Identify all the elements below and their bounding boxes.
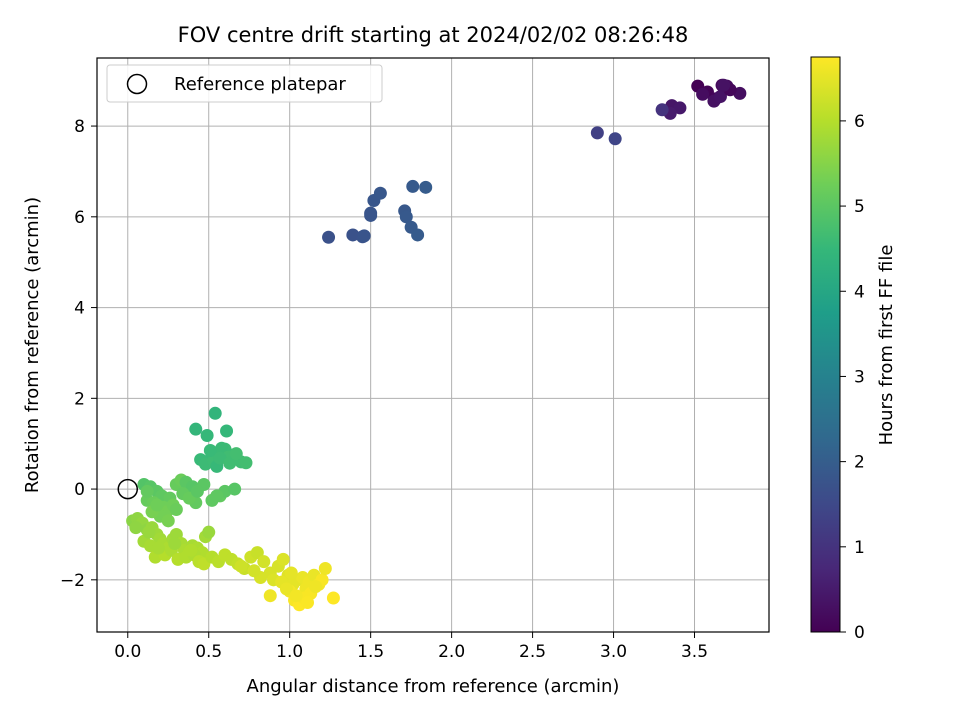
data-point [373,186,387,200]
data-point [169,502,183,516]
colorbar-tick-label: 1 [854,538,865,558]
x-tick-label: 2.5 [519,642,546,662]
data-point [411,228,425,242]
data-point [326,591,340,605]
data-point [318,561,332,575]
data-point [696,87,710,101]
y-tick-label: 8 [74,117,85,137]
data-point [202,525,216,539]
data-point [228,482,242,496]
colorbar-tick-label: 2 [854,453,865,473]
chart-title: FOV centre drift starting at 2024/02/02 … [178,23,689,47]
x-tick-label: 0.0 [114,642,141,662]
reference-platepar-marker [117,478,139,500]
x-tick-label: 2.0 [438,642,465,662]
data-point [419,180,433,194]
data-point [234,559,248,573]
data-point [276,552,290,566]
legend-box [106,64,383,103]
data-point [399,210,413,224]
data-point [210,489,224,503]
axis-ticks: 0.0 0.5 1.0 1.5 2.0 2.5 3.0 3.5 −2 0 2 4 6 8 [60,117,708,662]
data-point [250,546,264,560]
data-point [161,514,175,528]
grid-lines [97,58,769,632]
y-axis-label: Rotation from reference (arcmin) [22,197,43,493]
colorbar: 0 1 2 3 4 5 6 Hours from first FF file [810,56,897,643]
data-point [189,422,203,436]
data-point [247,564,261,578]
legend-marker-reference [126,73,148,95]
data-point [289,589,303,603]
data-point [406,179,420,193]
colorbar-ticks: 0 1 2 3 4 5 6 [840,112,865,643]
y-tick-label: 0 [74,480,85,500]
data-point [152,541,166,555]
colorbar-tick-label: 3 [854,367,865,387]
x-tick-label: 0.5 [195,642,222,662]
data-point [223,456,237,470]
colorbar-label: Hours from first FF file [876,245,897,446]
data-point [220,424,234,438]
data-point [215,441,229,455]
data-point [590,126,604,140]
data-point [257,555,271,569]
data-point [203,443,217,457]
data-point [608,132,622,146]
x-tick-label: 3.0 [600,642,627,662]
data-point [184,543,198,557]
colorbar-tick-label: 6 [854,112,865,132]
data-point [229,447,243,461]
data-point [129,521,143,535]
legend: Reference platepar [106,64,383,103]
reference-marker-layer [117,478,139,500]
data-point [301,596,315,610]
data-point [655,103,669,117]
x-tick-label: 3.5 [681,642,708,662]
y-tick-label: 2 [74,389,85,409]
colorbar-tick-label: 0 [854,623,865,643]
data-point [239,456,253,470]
x-tick-label: 1.5 [357,642,384,662]
legend-entry-reference: Reference platepar [174,74,346,95]
colorbar-tick-label: 4 [854,282,865,302]
y-tick-label: −2 [60,571,85,591]
data-point [309,580,323,594]
x-axis-label: Angular distance from reference (arcmin) [247,676,620,697]
data-point [284,566,298,580]
data-point [673,101,687,115]
colorbar-tick-label: 5 [854,197,865,217]
scatter-points [126,78,747,612]
colorbar-gradient [810,56,841,633]
data-point [213,451,227,465]
data-point [168,537,182,551]
data-point [140,484,154,498]
data-point [713,90,727,104]
data-point [208,406,222,420]
y-tick-label: 4 [74,299,85,319]
x-tick-label: 1.0 [276,642,303,662]
data-point [142,525,156,539]
data-point [200,429,214,443]
data-point [357,229,371,243]
data-point [263,589,277,603]
data-point [717,78,731,92]
y-tick-label: 6 [74,208,85,228]
data-point [190,484,204,498]
data-point [150,498,164,512]
plot-frame [96,57,770,633]
data-point [279,582,293,596]
data-point [322,230,336,244]
data-point [364,208,378,222]
data-point [346,228,360,242]
